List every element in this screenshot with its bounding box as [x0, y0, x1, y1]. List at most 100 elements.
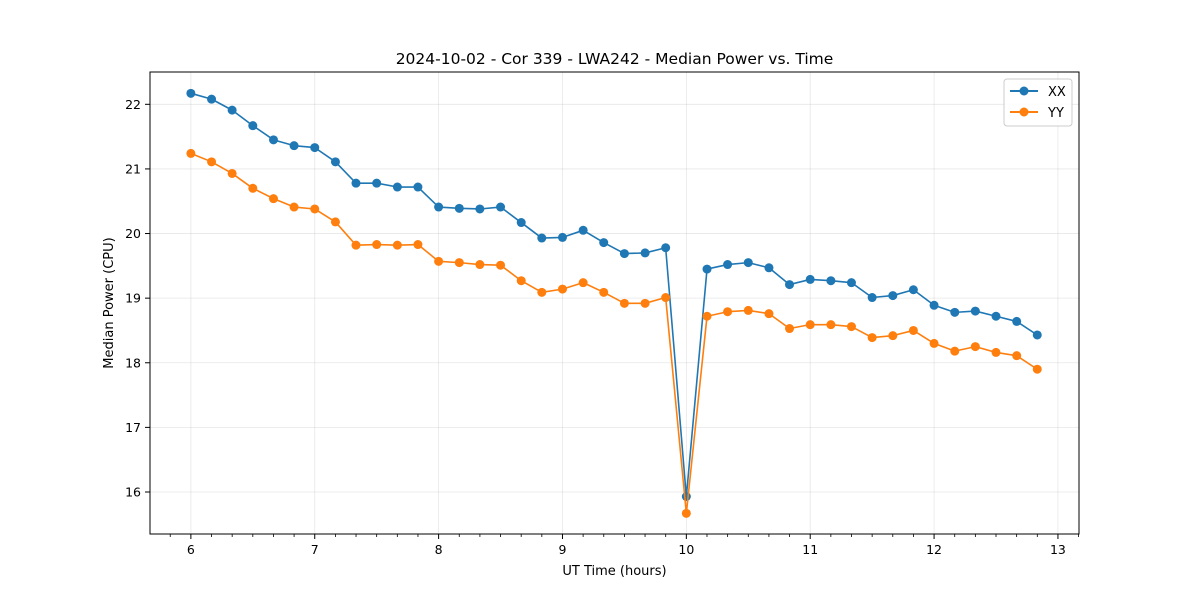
data-point-xx [991, 311, 1001, 321]
data-point-yy [805, 320, 815, 330]
y-tick-label: 21 [125, 161, 141, 176]
legend: XX YY [1003, 78, 1073, 127]
data-point-xx [248, 121, 258, 131]
x-tick-label: 6 [187, 542, 195, 557]
y-tick-label: 20 [125, 226, 141, 241]
legend-marker-xx [1019, 86, 1029, 96]
data-point-yy [537, 287, 547, 297]
data-point-yy [475, 260, 485, 270]
data-point-xx [661, 243, 671, 253]
data-point-xx [599, 238, 609, 248]
data-point-xx [227, 105, 237, 115]
data-point-xx [826, 276, 836, 286]
data-point-yy [248, 183, 258, 193]
data-point-xx [454, 203, 464, 213]
data-point-xx [950, 307, 960, 317]
data-point-yy [496, 260, 506, 270]
data-point-yy [516, 276, 526, 286]
data-point-xx [392, 182, 402, 192]
data-point-xx [537, 233, 547, 243]
data-point-xx [723, 260, 733, 270]
data-point-xx [557, 232, 567, 242]
data-point-yy [557, 284, 567, 294]
plot-frame [149, 71, 1080, 535]
legend-label-xx: XX [1048, 85, 1066, 100]
data-point-yy [372, 240, 382, 250]
data-point-yy [743, 305, 753, 315]
data-point-xx [186, 88, 196, 98]
data-point-yy [950, 346, 960, 356]
data-point-xx [289, 141, 299, 151]
y-tick-label: 22 [125, 97, 141, 112]
data-point-yy [289, 202, 299, 212]
series-layer [186, 88, 1042, 518]
data-point-xx [268, 135, 278, 145]
data-point-xx [764, 263, 774, 273]
y-tick-label: 16 [125, 485, 141, 500]
y-tick-label: 19 [125, 291, 141, 306]
data-point-yy [929, 338, 939, 348]
data-point-yy [681, 508, 691, 518]
data-point-yy [268, 194, 278, 204]
data-point-yy [207, 157, 217, 167]
data-point-yy [826, 320, 836, 330]
data-point-xx [413, 182, 423, 192]
data-point-xx [888, 291, 898, 301]
data-point-xx [702, 264, 712, 274]
data-point-xx [434, 202, 444, 212]
x-tick-label: 7 [311, 542, 319, 557]
data-point-xx [351, 178, 361, 188]
data-point-yy [908, 325, 918, 335]
data-point-yy [454, 258, 464, 268]
data-point-xx [207, 94, 217, 104]
data-point-yy [392, 240, 402, 250]
x-axis-label: UT Time (hours) [562, 564, 666, 579]
x-tick-label: 8 [435, 542, 443, 557]
data-point-yy [640, 298, 650, 308]
data-point-xx [743, 258, 753, 268]
data-point-yy [661, 293, 671, 303]
data-point-xx [310, 143, 320, 153]
data-point-xx [681, 492, 691, 502]
data-point-yy [578, 278, 588, 288]
grid-lines [150, 72, 1079, 534]
data-point-yy [888, 331, 898, 341]
chart-title: 2024-10-02 - Cor 339 - LWA242 - Median P… [396, 50, 834, 68]
data-point-xx [1032, 330, 1042, 340]
data-point-yy [991, 347, 1001, 357]
data-point-xx [1012, 316, 1022, 326]
data-point-yy [1012, 351, 1022, 361]
data-point-yy [846, 322, 856, 332]
x-tick-label: 11 [802, 542, 818, 557]
y-tick-label: 18 [125, 355, 141, 370]
y-tick-label: 17 [125, 420, 141, 435]
data-point-xx [846, 278, 856, 288]
data-point-yy [785, 324, 795, 334]
data-point-xx [372, 178, 382, 188]
data-point-xx [516, 218, 526, 228]
data-point-yy [186, 148, 196, 158]
data-point-yy [227, 168, 237, 178]
data-point-yy [1032, 364, 1042, 374]
x-tick-label: 9 [558, 542, 566, 557]
data-point-xx [475, 204, 485, 214]
data-point-xx [330, 157, 340, 167]
legend-label-yy: YY [1047, 106, 1064, 121]
data-point-yy [970, 342, 980, 352]
data-point-yy [434, 256, 444, 266]
data-point-xx [970, 306, 980, 316]
data-point-yy [599, 287, 609, 297]
data-point-xx [929, 300, 939, 310]
x-tick-label: 12 [926, 542, 942, 557]
data-point-xx [867, 293, 877, 303]
data-point-yy [413, 240, 423, 250]
legend-marker-yy [1019, 107, 1029, 117]
x-tick-label: 10 [678, 542, 694, 557]
data-point-yy [310, 204, 320, 214]
data-point-xx [805, 274, 815, 284]
data-point-yy [764, 309, 774, 319]
x-tick-label: 13 [1050, 542, 1066, 557]
data-point-yy [702, 311, 712, 321]
